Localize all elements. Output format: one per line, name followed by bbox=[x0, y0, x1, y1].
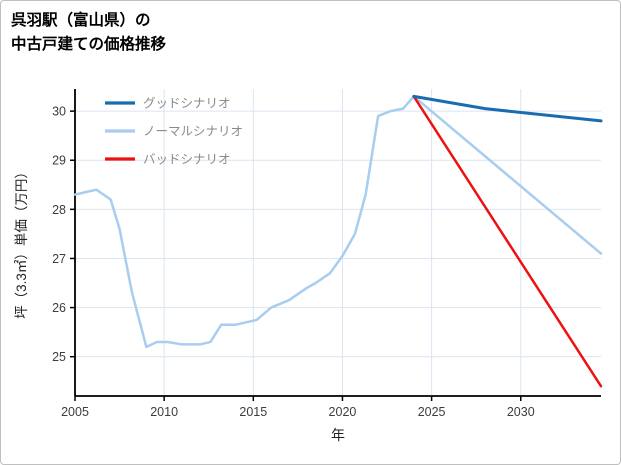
y-tick-label: 28 bbox=[52, 203, 66, 217]
y-axis-label: 坪（3.3㎡）単価（万円） bbox=[14, 165, 29, 319]
x-tick-label: 2030 bbox=[507, 405, 535, 419]
gridlines bbox=[74, 89, 601, 396]
series-line-バッドシナリオ bbox=[412, 95, 603, 388]
axes: 2005 2010 2015 2020 2025 2030 25 26 27 28 29 30 bbox=[52, 89, 601, 419]
x-tick-label: 2005 bbox=[61, 405, 89, 419]
x-tick-label: 2025 bbox=[418, 405, 446, 419]
y-tick-label: 26 bbox=[52, 301, 66, 315]
chart-title-line2: 中古戸建ての価格推移 bbox=[11, 36, 167, 54]
y-tick-label: 29 bbox=[52, 154, 66, 168]
series-line-グッドシナリオ bbox=[412, 94, 603, 123]
legend-label: ノーマルシナリオ bbox=[143, 125, 243, 139]
x-tick-label: 2020 bbox=[329, 405, 357, 419]
y-tick-label: 27 bbox=[52, 252, 66, 266]
y-tick-label: 30 bbox=[52, 105, 66, 119]
x-tick-label: 2010 bbox=[150, 405, 178, 419]
series-line-価格推移（実績） bbox=[73, 95, 416, 349]
legend-label: バッドシナリオ bbox=[143, 153, 231, 167]
chart-title: 呉羽駅（富山県）の 中古戸建ての価格推移 bbox=[11, 9, 166, 57]
chart-title-line1: 呉羽駅（富山県）の bbox=[11, 12, 151, 29]
x-axis-label: 年 bbox=[331, 427, 345, 443]
legend-label: グッドシナリオ bbox=[143, 97, 231, 111]
series-line-ノーマルシナリオ bbox=[412, 95, 603, 255]
series-lines bbox=[73, 94, 603, 388]
x-tick-label: 2015 bbox=[239, 405, 267, 419]
y-tick-label: 25 bbox=[52, 350, 66, 364]
